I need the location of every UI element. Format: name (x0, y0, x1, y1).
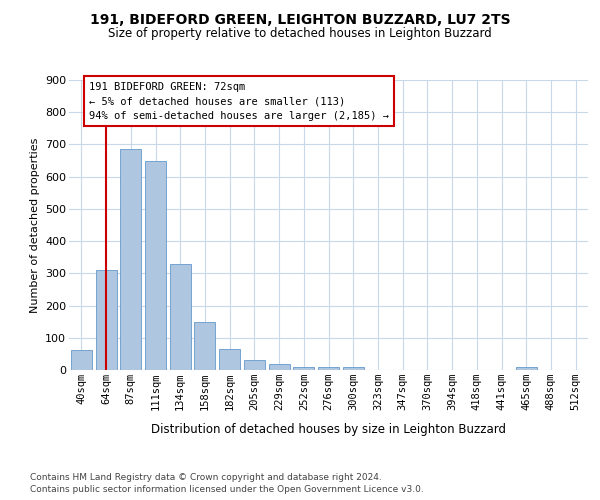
Bar (145, 160, 166, 370)
Text: Contains public sector information licensed under the Open Government Licence v3: Contains public sector information licen… (30, 485, 424, 494)
Bar (318, 367, 339, 370)
Bar (269, 364, 290, 370)
Bar (343, 368, 364, 370)
Bar (244, 360, 265, 370)
Bar (219, 349, 240, 370)
Text: Distribution of detached houses by size in Leighton Buzzard: Distribution of detached houses by size … (151, 422, 506, 436)
Bar (71, 350, 92, 370)
Text: Contains HM Land Registry data © Crown copyright and database right 2024.: Contains HM Land Registry data © Crown c… (30, 472, 382, 482)
Text: Size of property relative to detached houses in Leighton Buzzard: Size of property relative to detached ho… (108, 28, 492, 40)
Text: 191 BIDEFORD GREEN: 72sqm
← 5% of detached houses are smaller (113)
94% of semi-: 191 BIDEFORD GREEN: 72sqm ← 5% of detach… (89, 82, 389, 121)
Y-axis label: Number of detached properties: Number of detached properties (29, 138, 40, 312)
Bar (293, 367, 314, 370)
Bar (120, 150, 141, 370)
Bar (516, 367, 537, 370)
Bar (170, 264, 191, 370)
Text: 191, BIDEFORD GREEN, LEIGHTON BUZZARD, LU7 2TS: 191, BIDEFORD GREEN, LEIGHTON BUZZARD, L… (89, 12, 511, 26)
Bar (95, 270, 116, 370)
Bar (194, 322, 215, 370)
